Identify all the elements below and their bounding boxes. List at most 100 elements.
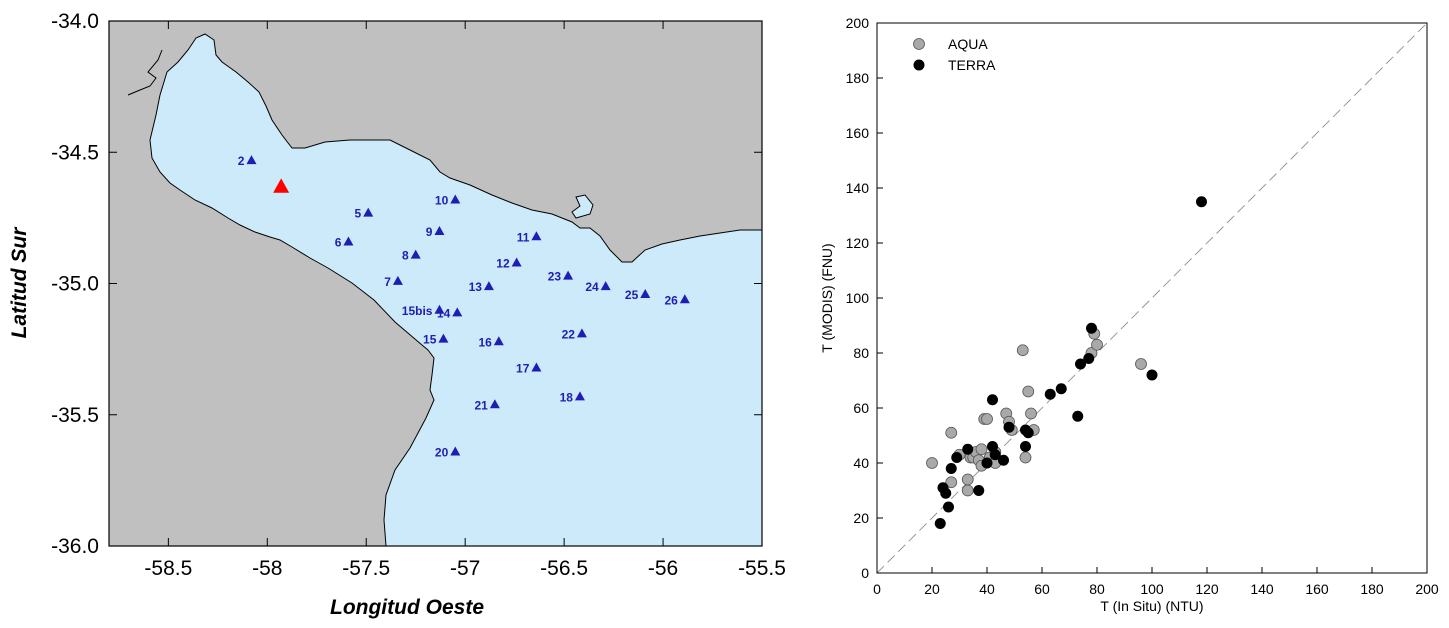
station-label: 16 bbox=[478, 335, 492, 349]
scatter-y-tick-label: 180 bbox=[846, 70, 870, 86]
station-label: 24 bbox=[585, 280, 599, 294]
terra-point bbox=[945, 463, 957, 474]
station-marker bbox=[410, 249, 421, 259]
map-x-tick-label: -57.5 bbox=[342, 557, 390, 580]
station-marker bbox=[640, 289, 651, 298]
scatter-y-tick-label: 60 bbox=[853, 400, 869, 416]
station-marker bbox=[450, 446, 461, 456]
aqua-point bbox=[961, 484, 974, 497]
scatter-x-axis-label: T (In Situ) (NTU) bbox=[1100, 598, 1203, 614]
map-x-tick-label: -58.5 bbox=[144, 557, 192, 580]
station-marker bbox=[434, 226, 445, 235]
station-label: 7 bbox=[384, 275, 391, 289]
terra-point bbox=[973, 485, 985, 496]
terra-point bbox=[943, 501, 954, 513]
scatter-x-tick-label: 200 bbox=[1415, 581, 1439, 597]
terra-point bbox=[951, 452, 963, 463]
aqua-point bbox=[1025, 407, 1037, 420]
station-marker bbox=[392, 275, 403, 285]
station-marker bbox=[574, 391, 585, 401]
terra-point bbox=[1055, 383, 1067, 395]
aqua-point bbox=[961, 473, 974, 486]
terra-point bbox=[1146, 369, 1158, 381]
map-water-body bbox=[149, 33, 763, 547]
estuary-inlet bbox=[571, 194, 594, 219]
station-label: 10 bbox=[435, 194, 449, 208]
station-marker bbox=[452, 307, 463, 317]
aqua-point bbox=[1091, 338, 1103, 351]
legend-marker-aqua bbox=[913, 38, 925, 50]
station-label: 12 bbox=[496, 257, 510, 271]
aqua-point bbox=[1016, 344, 1029, 357]
map-x-tick-label: -56 bbox=[648, 557, 678, 580]
map-x-tick-label: -56.5 bbox=[540, 557, 588, 580]
station-label: 2 bbox=[238, 154, 245, 168]
terra-point bbox=[940, 487, 952, 499]
terra-point bbox=[1083, 353, 1095, 364]
map-y-tick-label: -34.0 bbox=[51, 10, 99, 33]
map-y-axis-label: Latitud Sur bbox=[8, 226, 31, 339]
legend-marker-terra bbox=[913, 59, 925, 71]
reference-marker bbox=[273, 178, 290, 193]
station-marker bbox=[531, 362, 542, 372]
terra-point bbox=[1044, 388, 1056, 400]
station-label: 15 bbox=[423, 333, 437, 347]
scatter-y-tick-label: 200 bbox=[846, 15, 870, 31]
map-y-tick-label: -35.5 bbox=[51, 404, 99, 427]
terra-point bbox=[1022, 427, 1034, 439]
map-x-tick-label: -57 bbox=[450, 557, 480, 580]
station-label: 9 bbox=[426, 225, 433, 239]
station-label: 26 bbox=[664, 293, 678, 307]
station-label: 13 bbox=[469, 280, 483, 294]
aqua-point bbox=[975, 443, 988, 456]
scatter-x-tick-label: 60 bbox=[1034, 581, 1050, 597]
station-marker bbox=[438, 333, 449, 343]
map-x-tick-label: -58 bbox=[252, 557, 282, 580]
map-y-tick-label: -36.0 bbox=[51, 535, 99, 558]
station-label: 22 bbox=[562, 327, 576, 341]
aqua-point bbox=[945, 476, 958, 489]
scatter-y-tick-label: 20 bbox=[853, 510, 869, 526]
station-label: 5 bbox=[355, 207, 362, 221]
terra-point bbox=[1075, 358, 1086, 370]
terra-point bbox=[989, 449, 1001, 461]
map-x-axis-label: Longitud Oeste bbox=[330, 596, 484, 619]
scatter-x-tick-label: 180 bbox=[1360, 581, 1384, 597]
map-y-tick-label: -35.0 bbox=[51, 273, 99, 296]
scatter-x-tick-label: 20 bbox=[924, 581, 940, 597]
terra-point bbox=[1020, 441, 1031, 452]
scatter-panel: 0 20 40 60 80 100 120 140 160 180 200 0 20 40 60 80 100 1… bbox=[819, 15, 1439, 614]
aqua-point bbox=[1022, 385, 1035, 398]
station-marker bbox=[434, 304, 445, 314]
scatter-ticks: 0 20 40 60 80 100 120 140 160 180 200 0 20 40 60 80 100 1… bbox=[846, 15, 1439, 597]
station-marker bbox=[531, 231, 542, 241]
scatter-y-tick-label: 140 bbox=[846, 180, 870, 196]
station-label: 17 bbox=[516, 362, 530, 376]
map-ticks: -58.5 -58 -57.5 -57 -56.5 -56 -55.5 -34.0 -34.5 -… bbox=[51, 10, 786, 580]
station-marker bbox=[450, 194, 461, 204]
map-y-tick-label: -34.5 bbox=[51, 141, 99, 164]
station-label: 23 bbox=[548, 270, 562, 284]
legend-label-terra: TERRA bbox=[948, 57, 996, 73]
station-label: 21 bbox=[475, 398, 489, 412]
terra-point bbox=[962, 443, 974, 455]
scatter-y-tick-label: 100 bbox=[846, 290, 870, 306]
northwest-coast-channel bbox=[127, 49, 163, 96]
scatter-y-tick-label: 160 bbox=[846, 125, 870, 141]
terra-point bbox=[1196, 196, 1207, 208]
terra-point bbox=[998, 454, 1009, 466]
scatter-x-tick-label: 80 bbox=[1089, 581, 1105, 597]
station-marker bbox=[483, 281, 494, 291]
station-label: 20 bbox=[435, 446, 449, 460]
station-marker bbox=[679, 294, 690, 304]
station-label: 6 bbox=[335, 236, 342, 250]
scatter-x-tick-label: 0 bbox=[873, 581, 881, 597]
scatter-y-axis-label: T (MODIS) (FNU) bbox=[819, 243, 835, 352]
scatter-y-tick-label: 0 bbox=[861, 565, 869, 581]
terra-point bbox=[981, 457, 993, 469]
terra-point bbox=[1072, 410, 1084, 422]
scatter-x-tick-label: 140 bbox=[1250, 581, 1274, 597]
station-label: 25 bbox=[625, 288, 639, 302]
scatter-points bbox=[926, 196, 1207, 529]
